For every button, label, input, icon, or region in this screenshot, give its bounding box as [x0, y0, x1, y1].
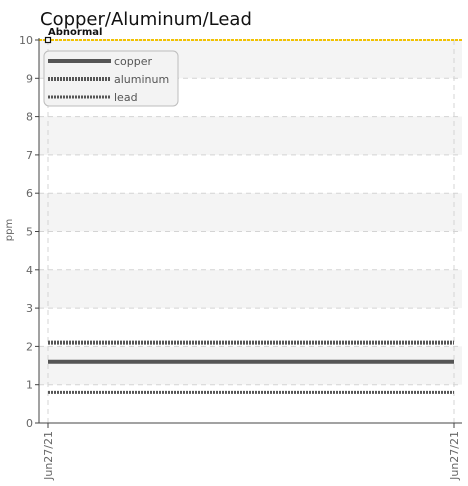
plot-band: [39, 193, 462, 232]
y-tick-label: 7: [26, 149, 33, 162]
plot-band: [39, 269, 462, 309]
legend-label-aluminum: aluminum: [114, 73, 169, 86]
legend-label-lead: lead: [114, 91, 138, 104]
series-group: [48, 340, 454, 394]
chart-title: Copper/Aluminum/Lead: [40, 9, 252, 30]
y-tick-label: 6: [26, 187, 33, 200]
plot-band: [39, 346, 462, 385]
y-tick-labels: 0 1 2 3 4 5 6 7 8 9 10: [19, 34, 33, 430]
abnormal-marker: Abnormal: [44, 27, 102, 44]
y-tick-label: 9: [26, 72, 33, 85]
y-tick-label: 2: [26, 340, 33, 353]
legend[interactable]: copper aluminum lead: [43, 50, 179, 107]
y-tick-label: 1: [26, 379, 33, 392]
x-tick-labels: Jun27/21 Jun27/21: [42, 431, 461, 481]
y-tick-label: 10: [19, 34, 33, 47]
axes: [35, 38, 462, 428]
grid: [39, 39, 462, 424]
plot-band: [39, 116, 462, 155]
y-axis-label: ppm: [4, 219, 15, 241]
y-tick-label: 3: [26, 302, 33, 315]
x-tick-label: Jun27/21: [42, 431, 55, 481]
x-tick-label: Jun27/21: [448, 431, 461, 481]
legend-box: [43, 50, 179, 107]
legend-label-copper: copper: [114, 55, 153, 68]
y-tick-label: 0: [26, 417, 33, 430]
abnormal-label: Abnormal: [48, 27, 102, 38]
y-tick-label: 5: [26, 226, 33, 239]
abnormal-marker-box: [44, 36, 52, 44]
y-tick-label: 4: [26, 264, 33, 277]
y-tick-label: 8: [26, 111, 33, 124]
